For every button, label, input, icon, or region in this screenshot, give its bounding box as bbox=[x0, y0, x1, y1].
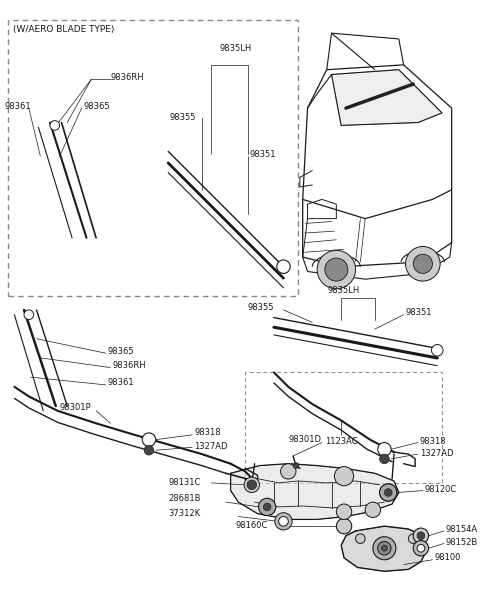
Circle shape bbox=[380, 484, 397, 501]
Circle shape bbox=[247, 480, 257, 490]
Circle shape bbox=[413, 528, 429, 543]
Polygon shape bbox=[341, 526, 428, 571]
Polygon shape bbox=[230, 464, 399, 519]
Circle shape bbox=[336, 504, 352, 519]
Circle shape bbox=[244, 477, 260, 493]
Text: 98355: 98355 bbox=[248, 304, 275, 312]
Circle shape bbox=[380, 484, 397, 501]
Text: 98318: 98318 bbox=[194, 428, 221, 437]
Text: 98120C: 98120C bbox=[425, 485, 457, 494]
Circle shape bbox=[264, 503, 271, 511]
Text: 98361: 98361 bbox=[5, 102, 31, 111]
Text: 98355: 98355 bbox=[169, 113, 196, 122]
Circle shape bbox=[24, 310, 34, 320]
Text: 9836RH: 9836RH bbox=[112, 361, 146, 370]
Circle shape bbox=[380, 454, 389, 464]
Text: 37312K: 37312K bbox=[168, 509, 200, 518]
Polygon shape bbox=[332, 70, 442, 126]
Circle shape bbox=[277, 260, 290, 274]
Text: 1327AD: 1327AD bbox=[420, 448, 454, 458]
Circle shape bbox=[279, 517, 288, 526]
Text: 98365: 98365 bbox=[108, 347, 134, 356]
Circle shape bbox=[382, 545, 387, 551]
Circle shape bbox=[432, 344, 443, 356]
Circle shape bbox=[259, 498, 276, 516]
Text: 1327AD: 1327AD bbox=[194, 442, 228, 451]
Text: 1123AC: 1123AC bbox=[325, 437, 358, 446]
Circle shape bbox=[281, 464, 296, 479]
Text: 9836RH: 9836RH bbox=[110, 73, 144, 82]
Text: 98351: 98351 bbox=[250, 150, 276, 159]
Text: 98351: 98351 bbox=[406, 308, 432, 317]
Text: 98301P: 98301P bbox=[60, 403, 91, 413]
Text: 98152B: 98152B bbox=[446, 538, 478, 547]
Circle shape bbox=[417, 532, 425, 540]
Text: 28681B: 28681B bbox=[168, 494, 201, 503]
Circle shape bbox=[336, 519, 352, 534]
Circle shape bbox=[275, 513, 292, 530]
Text: (W/AERO BLADE TYPE): (W/AERO BLADE TYPE) bbox=[13, 25, 115, 34]
Circle shape bbox=[408, 534, 418, 543]
Circle shape bbox=[378, 442, 391, 456]
Circle shape bbox=[406, 246, 440, 281]
Circle shape bbox=[356, 534, 365, 543]
Text: 98361: 98361 bbox=[108, 378, 134, 387]
Circle shape bbox=[325, 258, 348, 281]
Circle shape bbox=[293, 463, 299, 469]
Text: 98160C: 98160C bbox=[235, 521, 268, 530]
Circle shape bbox=[373, 537, 396, 560]
Circle shape bbox=[317, 250, 356, 289]
Text: 98301D: 98301D bbox=[288, 435, 321, 444]
Text: 98100: 98100 bbox=[434, 553, 461, 562]
Text: 98318: 98318 bbox=[420, 437, 446, 446]
Circle shape bbox=[142, 433, 156, 447]
Circle shape bbox=[413, 541, 429, 556]
Circle shape bbox=[335, 466, 354, 486]
Circle shape bbox=[365, 502, 381, 517]
Circle shape bbox=[384, 488, 392, 496]
Circle shape bbox=[378, 541, 391, 555]
Text: 9835LH: 9835LH bbox=[328, 286, 360, 295]
Text: 9835LH: 9835LH bbox=[219, 44, 252, 53]
Text: 98154A: 98154A bbox=[446, 525, 478, 533]
Circle shape bbox=[144, 445, 154, 455]
Circle shape bbox=[50, 121, 60, 130]
Circle shape bbox=[417, 545, 425, 552]
Text: 98131C: 98131C bbox=[168, 479, 201, 487]
Circle shape bbox=[413, 254, 432, 274]
Text: 98365: 98365 bbox=[84, 102, 110, 111]
